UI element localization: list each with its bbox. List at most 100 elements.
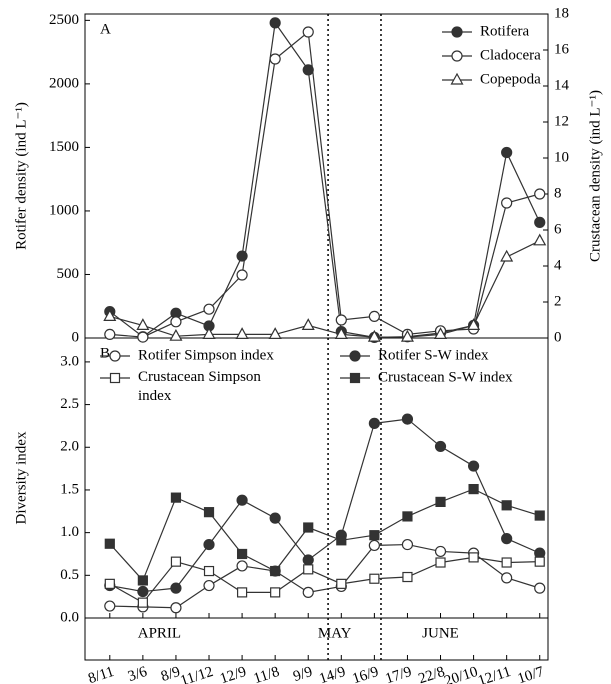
y-tick-label: 1500 bbox=[49, 139, 79, 155]
point bbox=[136, 318, 150, 330]
x-tick-label: 8/9 bbox=[159, 664, 182, 684]
legend-marker bbox=[349, 372, 361, 384]
point bbox=[534, 188, 546, 200]
point bbox=[534, 216, 546, 228]
point bbox=[534, 582, 546, 594]
period-label: APRIL bbox=[138, 625, 181, 641]
y-tick-label: 500 bbox=[57, 266, 80, 282]
point bbox=[302, 554, 314, 566]
legend-label: Rotifer S-W index bbox=[378, 347, 489, 363]
y-tick-label: 3.0 bbox=[60, 353, 79, 369]
point bbox=[501, 557, 512, 568]
legend-marker bbox=[349, 350, 361, 362]
point bbox=[235, 327, 249, 339]
point bbox=[236, 269, 248, 281]
legend-label: Crustacean S-W index bbox=[378, 369, 513, 385]
point bbox=[236, 548, 248, 560]
point bbox=[501, 533, 513, 545]
point bbox=[435, 496, 446, 508]
y-tick-label: 2500 bbox=[49, 12, 79, 28]
point bbox=[402, 571, 413, 583]
point bbox=[236, 494, 248, 506]
point bbox=[202, 327, 216, 339]
point bbox=[302, 586, 314, 598]
legend-label: Copepoda bbox=[480, 71, 541, 87]
point bbox=[170, 602, 182, 614]
x-tick-label: 11/12 bbox=[178, 664, 215, 684]
y2-tick-label: 18 bbox=[554, 5, 569, 21]
y2-tick-label: 8 bbox=[554, 185, 562, 201]
point bbox=[270, 565, 281, 577]
point bbox=[435, 557, 446, 568]
point bbox=[236, 560, 248, 572]
y-tick-label: 1.0 bbox=[60, 524, 79, 540]
point bbox=[268, 327, 282, 339]
point bbox=[203, 538, 215, 551]
y-tick-label: 2000 bbox=[49, 75, 79, 91]
x-tick-label: 11/8 bbox=[252, 664, 282, 684]
y-tick-label: 1.5 bbox=[60, 481, 79, 497]
period-label: MAY bbox=[318, 625, 352, 641]
y-tick-label: 1000 bbox=[49, 202, 79, 218]
series-line bbox=[109, 30, 540, 338]
y-tick-label: 0.0 bbox=[60, 609, 79, 625]
legend-label: Crustacean Simpson index bbox=[138, 369, 261, 404]
point bbox=[203, 507, 215, 518]
point bbox=[533, 233, 547, 246]
series-line bbox=[109, 418, 540, 593]
series-line bbox=[109, 556, 540, 604]
y-tick-label: 0.5 bbox=[60, 567, 79, 583]
point bbox=[434, 440, 447, 453]
y-tick-label: 2.5 bbox=[60, 396, 79, 412]
point bbox=[534, 510, 545, 521]
point bbox=[467, 460, 480, 472]
point bbox=[169, 328, 183, 341]
point bbox=[367, 329, 381, 342]
y2-tick-label: 12 bbox=[554, 113, 569, 129]
point bbox=[468, 483, 479, 495]
point bbox=[368, 417, 380, 429]
y-axis-label: Diversity index bbox=[13, 431, 29, 524]
point bbox=[269, 17, 281, 29]
point bbox=[137, 331, 149, 343]
point bbox=[103, 309, 117, 321]
y2-tick-label: 4 bbox=[554, 257, 562, 273]
point bbox=[269, 53, 281, 65]
legend-label-line: Crustacean Simpson bbox=[138, 369, 261, 385]
point bbox=[269, 512, 281, 524]
panel-b-frame bbox=[84, 337, 549, 661]
point bbox=[500, 249, 514, 262]
point bbox=[501, 146, 513, 159]
point bbox=[104, 578, 115, 589]
x-tick-label: 8/11 bbox=[86, 664, 116, 684]
point bbox=[303, 564, 314, 575]
x-tick-label: 17/9 bbox=[383, 664, 413, 684]
point bbox=[467, 318, 481, 330]
point bbox=[104, 600, 116, 612]
point bbox=[170, 492, 182, 503]
point bbox=[301, 318, 315, 330]
x-tick-label: 3/6 bbox=[126, 664, 150, 684]
point bbox=[501, 500, 512, 511]
point bbox=[203, 579, 215, 592]
legend-marker bbox=[450, 72, 464, 85]
point bbox=[434, 545, 447, 558]
point bbox=[335, 314, 347, 326]
y-tick-label: 2.0 bbox=[60, 439, 79, 455]
point bbox=[401, 538, 414, 551]
point bbox=[369, 573, 380, 584]
point bbox=[104, 538, 115, 549]
legend-label-line: index bbox=[138, 388, 172, 404]
point bbox=[270, 587, 281, 598]
point bbox=[236, 587, 248, 598]
point bbox=[402, 511, 413, 522]
point bbox=[302, 26, 314, 38]
legend-marker bbox=[451, 50, 463, 62]
point bbox=[336, 535, 347, 546]
legend-label: Rotifera bbox=[480, 23, 529, 39]
point bbox=[302, 64, 314, 76]
legend-marker bbox=[109, 350, 121, 362]
x-tick-label: 12/9 bbox=[218, 664, 248, 684]
y2-tick-label: 0 bbox=[554, 329, 562, 345]
